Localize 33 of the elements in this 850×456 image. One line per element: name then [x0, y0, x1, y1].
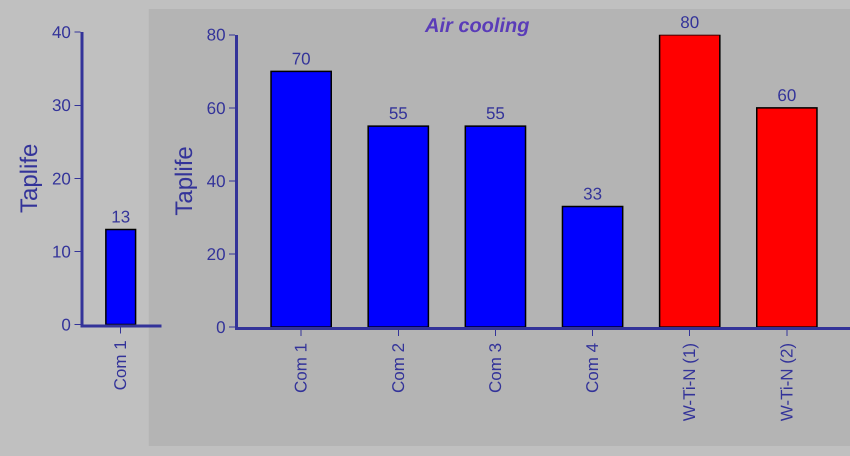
- x-tick-label: Com 2: [388, 342, 408, 394]
- data-label: 55: [486, 104, 505, 124]
- data-label: 13: [111, 208, 130, 226]
- y-tick-label: 60: [206, 98, 226, 118]
- y-tick-label: 40: [206, 172, 226, 191]
- y-tick-label: 20: [206, 244, 226, 264]
- x-tick-label: Com 1: [111, 340, 130, 390]
- x-tick-label: Com 3: [486, 342, 505, 394]
- data-label: 80: [680, 12, 700, 32]
- bar: [658, 34, 721, 328]
- bar: [464, 125, 526, 328]
- bar: [756, 107, 818, 328]
- y-tick-label: 20: [52, 169, 71, 188]
- x-tick-label: Com 4: [583, 342, 602, 394]
- y-axis-title: Taplife: [16, 144, 44, 214]
- y-tick-label: 40: [52, 23, 71, 42]
- y-tick-label: 80: [206, 26, 226, 45]
- data-label: 60: [777, 86, 796, 105]
- bar: [367, 125, 430, 328]
- bar: [562, 206, 624, 328]
- x-tick-label: W-Ti-N (2): [777, 342, 796, 422]
- y-axis-title: Taplife: [170, 146, 198, 216]
- y-tick-label: 10: [52, 242, 71, 262]
- chart-title: Air cooling: [424, 15, 530, 37]
- y-tick-label: 30: [52, 96, 71, 116]
- data-label: 70: [292, 49, 311, 68]
- y-tick-label: 0: [61, 315, 71, 334]
- x-tick-label: Com 1: [292, 342, 311, 394]
- x-tick-label: W-Ti-N (1): [680, 342, 700, 422]
- data-label: 55: [388, 104, 408, 124]
- bar: [270, 70, 332, 328]
- y-tick-label: 0: [216, 318, 226, 338]
- data-label: 33: [583, 184, 602, 204]
